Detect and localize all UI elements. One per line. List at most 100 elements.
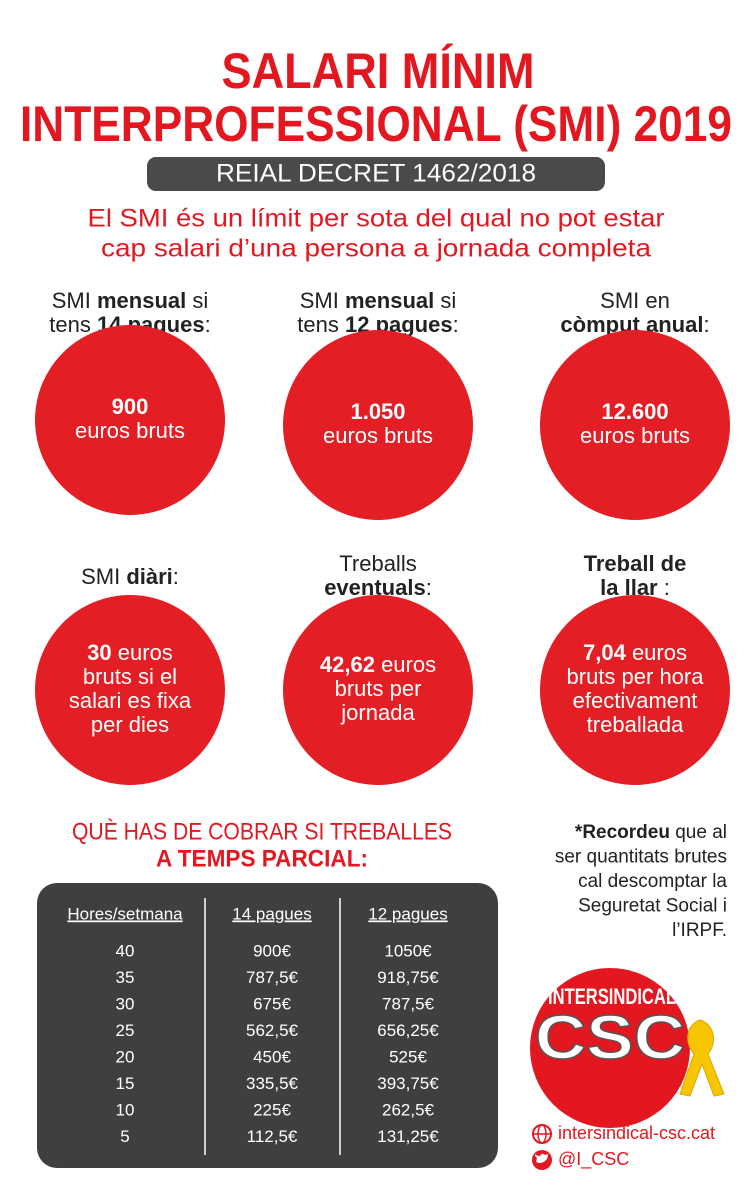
table-cell: 656,25€ [377,1021,439,1040]
card-amount-part: 1.050 [350,399,405,424]
table-cell: 225€ [253,1100,291,1119]
card-label-part: SMI [81,564,126,589]
card-label-part: SMI [52,288,97,313]
card-amount: 1.050 [350,399,405,424]
card-amount-part: 42,62 [320,652,375,677]
twitter-icon [535,1153,548,1163]
logo-text: CSC [535,1003,685,1072]
card-label-part: Treball de [584,551,687,576]
section-heading: QUÈ HAS DE COBRAR SI TREBALLES [72,818,452,845]
note: ser quantitats brutes [555,847,727,868]
card-amount: bruts per hora [567,664,705,689]
card-amount: efectivament [573,688,698,713]
link[interactable]: intersindical-csc.cat [558,1123,715,1143]
table-cell: 30 [116,994,135,1013]
card-amount-part: efectivament [573,688,698,713]
card-label-part: : [658,575,670,600]
card-amount: salari es fixa [69,688,192,713]
note-part: que al [670,822,727,843]
card-label-part: SMI [300,288,345,313]
card-amount: bruts si el [83,664,177,689]
card-amount-part: bruts si el [83,664,177,689]
link[interactable]: @I_CSC [558,1149,629,1170]
table-cell: 25 [116,1021,135,1040]
card-label: SMI diàri: [81,564,179,589]
card-amount: euros bruts [75,418,185,443]
table-cell: 450€ [253,1047,291,1066]
card-label-part: : [703,312,709,337]
note-part: Seguretat Social i [578,896,727,917]
card-amount: per dies [91,712,169,737]
table-cell: 918,75€ [377,968,439,987]
card-label-part: si [186,288,208,313]
card-label-part: SMI en [600,288,670,313]
card-label-part: mensual [97,288,186,313]
card-amount: 30 euros [87,640,173,665]
subtitle: El SMI és un límit per sota del qual no … [88,205,665,233]
card-amount-part: euros bruts [580,423,690,448]
card-label: SMI mensual si [300,288,457,313]
card-amount: bruts per [335,676,422,701]
card-label: SMI mensual si [52,288,209,313]
table-cell: 675€ [253,994,291,1013]
logo-text: INTERSINDICAL [548,984,676,1009]
table-cell: 787,5€ [382,994,435,1013]
card-amount-part: 12.600 [601,399,668,424]
card-amount: 12.600 [601,399,668,424]
table-cell: 393,75€ [377,1074,439,1093]
table-cell: 131,25€ [377,1127,439,1146]
card-amount-part: euros bruts [323,423,433,448]
table-cell: 20 [116,1047,135,1066]
web-icon [537,1124,547,1144]
card-amount-part: 7,04 [583,640,627,665]
card-amount: euros bruts [580,423,690,448]
column-header: 14 pagues [232,904,311,923]
card-label-part: : [173,564,179,589]
note: Seguretat Social i [578,896,727,917]
table-cell: 5 [120,1127,129,1146]
card-label-part: diàri [126,564,172,589]
table-cell: 900€ [253,941,291,960]
card-amount-part: bruts per [335,676,422,701]
table-cell: 112,5€ [247,1127,298,1146]
card-amount: 7,04 euros [583,640,687,665]
subtitle: cap salari d’una persona a jornada compl… [101,235,651,263]
table-cell: 787,5€ [246,968,299,987]
card-amount: jornada [340,700,415,725]
table-panel [37,883,498,1168]
card-amount-part: salari es fixa [69,688,192,713]
decree: REIAL DECRET 1462/2018 [216,160,536,188]
table-cell: 262,5€ [382,1100,435,1119]
card-amount: euros bruts [323,423,433,448]
card-label-part: tens [49,312,97,337]
card-circle [283,330,473,520]
card-circle [540,330,730,520]
card-amount: 42,62 euros [320,652,436,677]
card-circle [35,595,225,785]
table-cell: 335,5€ [246,1074,299,1093]
card-amount-part: per dies [91,712,169,737]
card-amount-part: 900 [112,394,149,419]
card-label-part: mensual [345,288,434,313]
note-part: *Recordeu [575,822,670,843]
card-amount-part: euros [626,640,687,665]
table-cell: 10 [116,1100,135,1119]
card-amount: 900 [112,394,149,419]
decree-box [147,157,605,191]
card-label-part: : [426,575,432,600]
card-label-part: Treballs [339,551,416,576]
card-label-part: tens [297,312,345,337]
table-cell: 1050€ [384,941,432,960]
table-cell: 40 [116,941,135,960]
table-cell: 562,5€ [246,1021,299,1040]
card-amount-part: euros [375,652,436,677]
card-circle [35,325,225,515]
card-amount-part: euros bruts [75,418,185,443]
section-heading: A TEMPS PARCIAL: [156,845,368,872]
card-label-part: : [453,312,459,337]
card-amount-part: bruts per hora [567,664,705,689]
logo-circle [530,968,690,1128]
note-part: cal descomptar la [578,871,727,892]
card-amount-part: treballada [587,712,684,737]
